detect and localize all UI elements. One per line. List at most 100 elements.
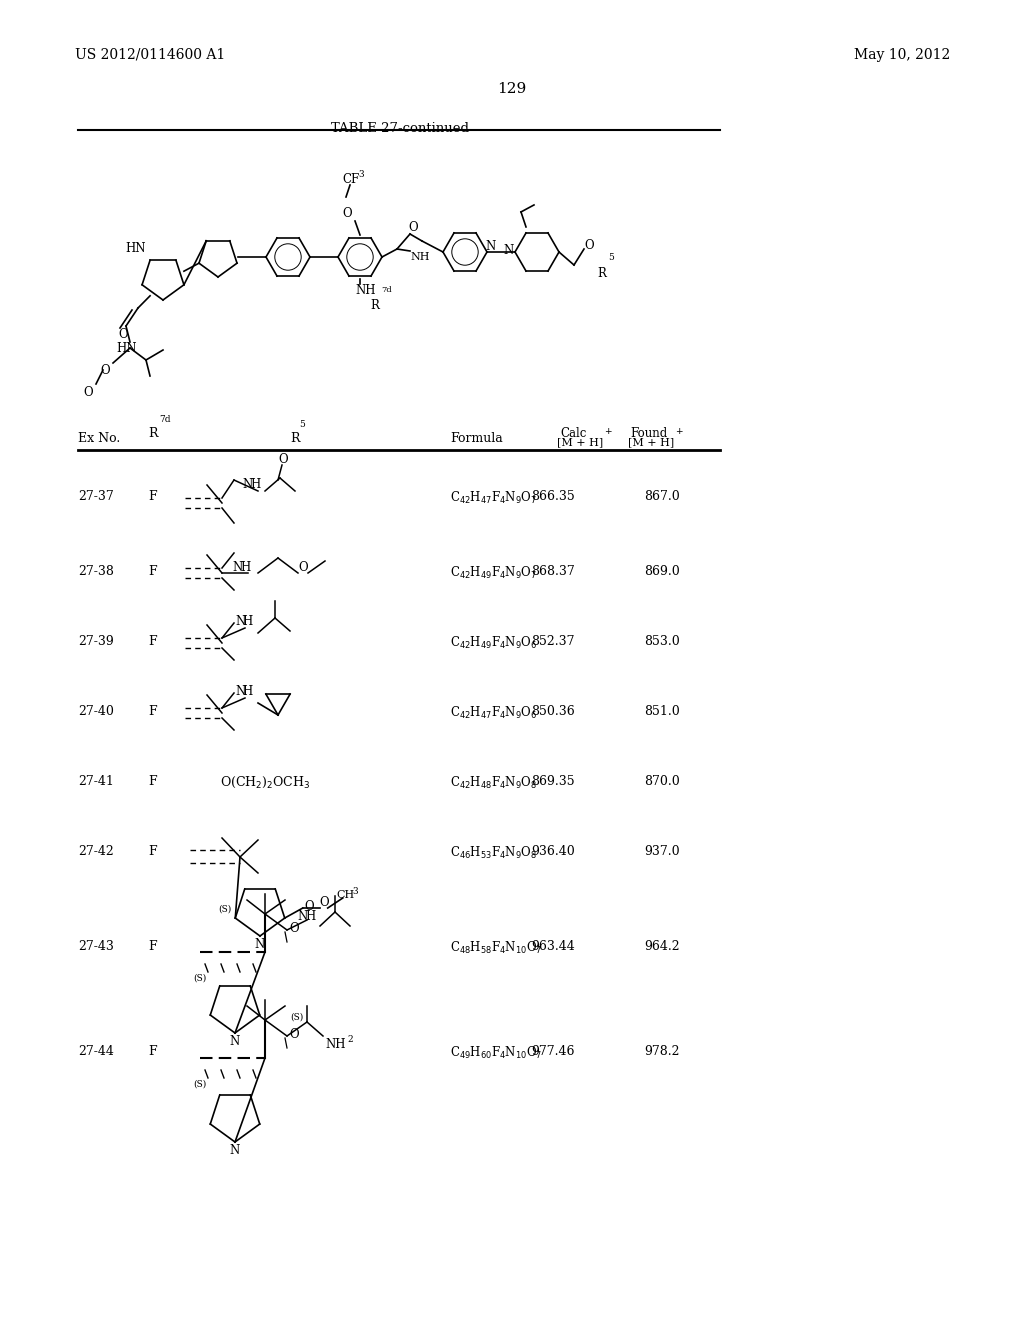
Text: Ex No.: Ex No.: [78, 432, 120, 445]
Text: 5: 5: [608, 253, 613, 261]
Text: (S): (S): [193, 974, 206, 983]
Text: 27-41: 27-41: [78, 775, 114, 788]
Text: CF: CF: [342, 173, 359, 186]
Text: 27-44: 27-44: [78, 1045, 114, 1059]
Text: R: R: [370, 300, 379, 312]
Text: O: O: [100, 364, 110, 378]
Text: 27-38: 27-38: [78, 565, 114, 578]
Text: O: O: [289, 1028, 299, 1041]
Text: 3: 3: [352, 887, 358, 896]
Text: +: +: [604, 426, 611, 436]
Text: 866.35: 866.35: [531, 490, 575, 503]
Text: 868.37: 868.37: [531, 565, 575, 578]
Text: N: N: [297, 909, 307, 923]
Text: O: O: [298, 561, 307, 574]
Text: 936.40: 936.40: [531, 845, 575, 858]
Text: C$_{42}$H$_{48}$F$_{4}$N$_{9}$O$_{8}$: C$_{42}$H$_{48}$F$_{4}$N$_{9}$O$_{8}$: [450, 775, 538, 791]
Text: C$_{48}$H$_{58}$F$_{4}$N$_{10}$O$_{7}$: C$_{48}$H$_{58}$F$_{4}$N$_{10}$O$_{7}$: [450, 940, 543, 956]
Text: 853.0: 853.0: [644, 635, 680, 648]
Text: H: H: [242, 615, 252, 628]
Text: Found: Found: [630, 426, 668, 440]
Text: HN: HN: [116, 342, 136, 355]
Text: 850.36: 850.36: [531, 705, 575, 718]
Text: F: F: [148, 490, 157, 503]
Text: C$_{42}$H$_{49}$F$_{4}$N$_{9}$O$_{6}$: C$_{42}$H$_{49}$F$_{4}$N$_{9}$O$_{6}$: [450, 635, 538, 651]
Text: F: F: [148, 845, 157, 858]
Text: 7d: 7d: [381, 286, 392, 294]
Text: 964.2: 964.2: [644, 940, 680, 953]
Text: O: O: [278, 453, 288, 466]
Text: H: H: [305, 909, 315, 923]
Text: N: N: [242, 478, 252, 491]
Text: NH: NH: [410, 252, 429, 261]
Text: N: N: [254, 939, 264, 950]
Text: 27-42: 27-42: [78, 845, 114, 858]
Text: N: N: [485, 240, 496, 253]
Text: O: O: [83, 385, 92, 399]
Text: C$_{42}$H$_{47}$F$_{4}$N$_{9}$O$_{6}$: C$_{42}$H$_{47}$F$_{4}$N$_{9}$O$_{6}$: [450, 705, 538, 721]
Text: O: O: [305, 900, 314, 913]
Text: H: H: [242, 685, 252, 698]
Text: N: N: [234, 615, 246, 628]
Text: R: R: [597, 267, 606, 280]
Text: H: H: [250, 478, 260, 491]
Text: 3: 3: [358, 170, 364, 180]
Text: 937.0: 937.0: [644, 845, 680, 858]
Text: 852.37: 852.37: [531, 635, 575, 648]
Text: 978.2: 978.2: [644, 1045, 680, 1059]
Text: May 10, 2012: May 10, 2012: [854, 48, 950, 62]
Text: 851.0: 851.0: [644, 705, 680, 718]
Text: N: N: [234, 685, 246, 698]
Text: (S): (S): [218, 906, 231, 913]
Text: 870.0: 870.0: [644, 775, 680, 788]
Text: F: F: [148, 940, 157, 953]
Text: F: F: [148, 565, 157, 578]
Text: 977.46: 977.46: [531, 1045, 575, 1059]
Text: 5: 5: [299, 420, 305, 429]
Text: F: F: [148, 1045, 157, 1059]
Text: N: N: [229, 1144, 240, 1158]
Text: N: N: [229, 1035, 240, 1048]
Text: 869.35: 869.35: [531, 775, 575, 788]
Text: 867.0: 867.0: [644, 490, 680, 503]
Text: C$_{42}$H$_{47}$F$_{4}$N$_{9}$O$_{7}$: C$_{42}$H$_{47}$F$_{4}$N$_{9}$O$_{7}$: [450, 490, 538, 506]
Text: O: O: [289, 921, 299, 935]
Text: 27-39: 27-39: [78, 635, 114, 648]
Text: C$_{42}$H$_{49}$F$_{4}$N$_{9}$O$_{7}$: C$_{42}$H$_{49}$F$_{4}$N$_{9}$O$_{7}$: [450, 565, 538, 581]
Text: [M + H]: [M + H]: [628, 437, 674, 447]
Text: F: F: [148, 635, 157, 648]
Text: CH: CH: [337, 890, 355, 900]
Text: Calc: Calc: [560, 426, 587, 440]
Text: F: F: [148, 705, 157, 718]
Text: TABLE 27-continued: TABLE 27-continued: [331, 121, 469, 135]
Text: F: F: [148, 775, 157, 788]
Text: 963.44: 963.44: [531, 940, 575, 953]
Text: C$_{49}$H$_{60}$F$_{4}$N$_{10}$O$_{7}$: C$_{49}$H$_{60}$F$_{4}$N$_{10}$O$_{7}$: [450, 1045, 543, 1061]
Text: O: O: [118, 327, 128, 341]
Text: 27-37: 27-37: [78, 490, 114, 503]
Text: NH: NH: [355, 284, 376, 297]
Text: O: O: [319, 896, 330, 909]
Text: 129: 129: [498, 82, 526, 96]
Text: C$_{46}$H$_{53}$F$_{4}$N$_{9}$O$_{8}$: C$_{46}$H$_{53}$F$_{4}$N$_{9}$O$_{8}$: [450, 845, 538, 861]
Text: 869.0: 869.0: [644, 565, 680, 578]
Text: R: R: [148, 426, 158, 440]
Text: HN: HN: [125, 242, 145, 255]
Text: O: O: [584, 239, 594, 252]
Text: R: R: [290, 432, 299, 445]
Text: H: H: [240, 561, 250, 574]
Text: 2: 2: [347, 1035, 352, 1044]
Text: [M + H]: [M + H]: [557, 437, 603, 447]
Text: O: O: [342, 207, 351, 220]
Text: (S): (S): [290, 1012, 303, 1022]
Text: NH: NH: [325, 1038, 345, 1051]
Text: US 2012/0114600 A1: US 2012/0114600 A1: [75, 48, 225, 62]
Text: N: N: [503, 244, 513, 257]
Text: 27-43: 27-43: [78, 940, 114, 953]
Text: Formula: Formula: [450, 432, 503, 445]
Text: +: +: [675, 426, 683, 436]
Text: N: N: [232, 561, 243, 574]
Text: 7d: 7d: [159, 414, 171, 424]
Text: O: O: [408, 220, 418, 234]
Text: O(CH$_{2}$)$_{2}$OCH$_{3}$: O(CH$_{2}$)$_{2}$OCH$_{3}$: [220, 775, 310, 791]
